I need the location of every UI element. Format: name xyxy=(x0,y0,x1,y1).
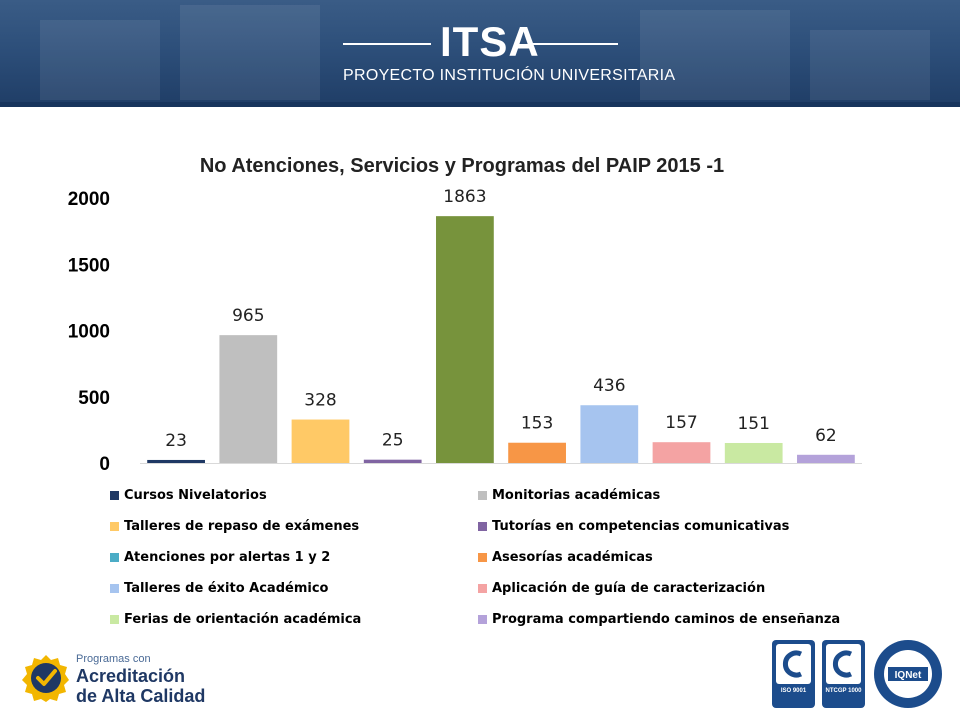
legend-swatch xyxy=(110,615,119,624)
bar xyxy=(797,454,855,463)
legend-swatch xyxy=(478,615,487,624)
legend-item: Aplicación de guía de caracterización xyxy=(478,581,765,596)
accreditation-line1: Programas con xyxy=(76,653,151,665)
y-tick-label: 1500 xyxy=(68,255,110,276)
legend-label: Asesorías académicas xyxy=(492,550,653,565)
bar-value-label: 965 xyxy=(232,306,264,326)
bar-chart: No Atenciones, Servicios y Programas del… xyxy=(68,155,862,475)
svg-text:IQNet: IQNet xyxy=(895,670,922,681)
title-rule-left xyxy=(343,43,431,45)
legend-label: Talleres de repaso de exámenes xyxy=(124,519,360,534)
legend-item: Ferias de orientación académica xyxy=(110,612,361,627)
legend-label: Aplicación de guía de caracterización xyxy=(492,581,766,596)
legend-swatch xyxy=(110,584,119,593)
iqnet-certified-icon: IQNet xyxy=(874,640,942,708)
bar xyxy=(508,442,566,463)
legend-swatch xyxy=(110,553,119,562)
legend-item: Talleres de éxito Académico xyxy=(110,581,328,596)
chart-title: No Atenciones, Servicios y Programas del… xyxy=(200,155,724,177)
legend-item: Tutorías en competencias comunicativas xyxy=(478,519,789,534)
bar xyxy=(580,405,639,463)
y-tick-label: 2000 xyxy=(68,189,110,210)
icontec-ntcgp1000-icon: NTCGP 1000 xyxy=(822,640,865,708)
legend-item: Programa compartiendo caminos de enseñan… xyxy=(478,612,840,627)
legend-label: Ferias de orientación académica xyxy=(124,612,362,627)
y-tick-label: 0 xyxy=(99,454,110,475)
legend-swatch xyxy=(478,553,487,562)
bar-value-label: 1863 xyxy=(443,187,486,207)
bar-value-label: 328 xyxy=(304,391,336,411)
certification-logos: ISO 9001 NTCGP 1000 IQNet xyxy=(772,636,944,712)
accreditation-block: Programas con Acreditación de Alta Calid… xyxy=(22,650,222,710)
legend-item: Cursos Nivelatorios xyxy=(110,488,267,503)
bar-value-label: 62 xyxy=(815,426,837,446)
bar-value-label: 25 xyxy=(382,431,404,451)
legend-label: Tutorías en competencias comunicativas xyxy=(492,519,790,534)
legend-label: Atenciones por alertas 1 y 2 xyxy=(124,550,331,565)
title-rule-right xyxy=(530,43,618,45)
legend-swatch xyxy=(110,522,119,531)
legend-item: Atenciones por alertas 1 y 2 xyxy=(110,550,330,565)
bar xyxy=(724,442,783,463)
y-tick-label: 1000 xyxy=(68,322,110,343)
bar xyxy=(147,459,205,463)
data-labels-group: 23 965 328 25 1863 153 436 157 151 62 xyxy=(165,187,836,451)
accreditation-line3: de Alta Calidad xyxy=(76,686,206,706)
legend-swatch xyxy=(478,491,487,500)
checkmark-badge-icon xyxy=(22,655,69,702)
bar-value-label: 436 xyxy=(593,376,625,396)
header-banner: ITSA PROYECTO INSTITUCIÓN UNIVERSITARIA xyxy=(0,0,960,107)
legend-label: Programa compartiendo caminos de enseñan… xyxy=(492,612,841,627)
accreditation-line2: Acreditación xyxy=(76,666,186,686)
bar-value-label: 151 xyxy=(737,414,769,434)
brand-subtitle: PROYECTO INSTITUCIÓN UNIVERSITARIA xyxy=(343,67,676,84)
bar xyxy=(219,335,278,463)
legend-label: Monitorias académicas xyxy=(492,488,661,503)
bar xyxy=(291,419,350,463)
legend-item: Asesorías académicas xyxy=(478,550,653,565)
bar-value-label: 23 xyxy=(165,431,187,451)
icontec-iso9001-icon: ISO 9001 xyxy=(772,640,815,708)
bars-group xyxy=(147,216,855,463)
bar xyxy=(436,216,494,463)
legend-label: Cursos Nivelatorios xyxy=(124,488,267,503)
bar-value-label: 153 xyxy=(521,414,553,434)
bar xyxy=(652,442,711,463)
legend-swatch xyxy=(110,491,119,500)
legend-item: Talleres de repaso de exámenes xyxy=(110,519,359,534)
bar-value-label: 157 xyxy=(665,413,697,433)
legend-item: Monitorias académicas xyxy=(478,488,660,503)
brand-title: ITSA xyxy=(440,18,540,65)
y-axis: 0 500 1000 1500 2000 xyxy=(68,189,110,475)
y-tick-label: 500 xyxy=(78,388,110,409)
legend-swatch xyxy=(478,584,487,593)
bar xyxy=(363,459,422,463)
legend-label: Talleres de éxito Académico xyxy=(124,581,329,596)
legend-swatch xyxy=(478,522,487,531)
